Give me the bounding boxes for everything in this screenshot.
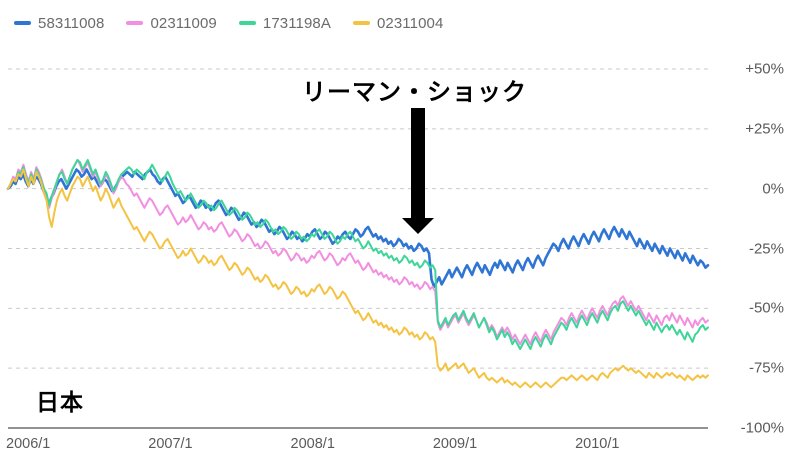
legend-label: 1731198A [262,14,331,32]
y-tick-label: +25% [745,120,784,138]
x-tick-label: 2010/1 [575,436,620,452]
x-tick-label: 2007/1 [148,436,193,452]
y-tick-label: +50% [745,60,784,78]
chart-legend: 58311008 02311009 1731198A 02311004 [14,12,465,34]
legend-line-swatch-1731198A [238,21,256,25]
x-tick-label: 2008/1 [290,436,335,452]
legend-item-02311004[interactable]: 02311004 [352,14,444,32]
series-line-02311004 [7,168,709,389]
legend-line-swatch-02311004 [352,21,370,25]
y-tick-label: -75% [748,359,784,377]
legend-label: 02311004 [376,14,444,32]
legend-item-58311008[interactable]: 58311008 [14,15,104,32]
region-label-japan: 日本 [36,390,84,416]
y-tick-label: -100% [740,419,784,437]
legend-line-swatch-58311008 [14,21,31,25]
down-arrow-icon [402,108,434,234]
series-line-1731198A [7,158,709,351]
legend-item-1731198A[interactable]: 1731198A [238,14,331,32]
legend-item-02311009[interactable]: 02311009 [126,14,217,32]
y-tick-label: -25% [748,240,784,257]
y-tick-label: -50% [748,299,784,317]
legend-label: 58311008 [38,14,105,32]
y-tick-label: 0% [762,180,784,198]
legend-line-swatch-02311009 [126,21,144,25]
x-tick-label: 2006/1 [6,436,51,452]
series-line-58311008 [6,168,710,289]
legend-label: 02311009 [150,14,217,32]
x-tick-label: 2009/1 [432,436,478,452]
annotation-lehman-shock: リーマン・ショック [302,78,527,106]
series-line-02311009 [7,158,709,346]
